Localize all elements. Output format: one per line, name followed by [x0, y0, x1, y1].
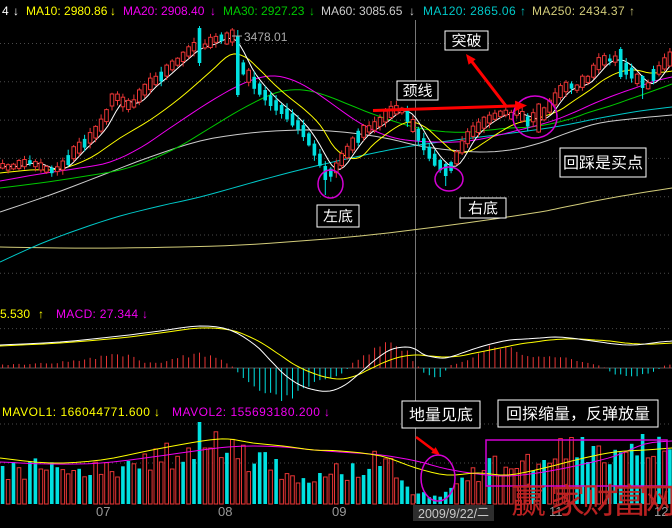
svg-text:5.530: 5.530	[0, 307, 30, 321]
svg-text:MA10: 2980.86: MA10: 2980.86	[26, 4, 108, 18]
svg-text:09: 09	[332, 504, 346, 519]
svg-text:↑: ↑	[38, 307, 44, 321]
svg-text:08: 08	[218, 504, 232, 519]
svg-text:2009/9/22/: 2009/9/22/	[418, 507, 478, 521]
svg-text:MAVOL1: 166044771.600: MAVOL1: 166044771.600	[2, 405, 150, 419]
svg-text:12: 12	[654, 504, 668, 519]
svg-text:MA60: 3085.65: MA60: 3085.65	[321, 4, 403, 18]
svg-text:MAVOL2: 155693180.200: MAVOL2: 155693180.200	[172, 405, 320, 419]
svg-text:↓: ↓	[324, 405, 330, 419]
svg-text:3478.01: 3478.01	[244, 30, 288, 44]
svg-text:MA20: 2908.40: MA20: 2908.40	[123, 4, 205, 18]
svg-text:↓: ↓	[309, 4, 315, 18]
svg-text:07: 07	[96, 504, 110, 519]
svg-text:↑: ↑	[520, 4, 526, 18]
svg-text:↓: ↓	[210, 4, 216, 18]
svg-text:↑: ↑	[629, 4, 635, 18]
svg-text:↓: ↓	[142, 307, 148, 321]
svg-text:MA120: 2865.06: MA120: 2865.06	[423, 4, 516, 18]
svg-text:↓: ↓	[409, 4, 415, 18]
svg-text:MA30: 2927.23: MA30: 2927.23	[223, 4, 305, 18]
svg-text:↓: ↓	[13, 4, 19, 18]
svg-text:↓: ↓	[154, 405, 160, 419]
svg-text:↓: ↓	[110, 4, 116, 18]
svg-text:MA250: 2434.37: MA250: 2434.37	[532, 4, 625, 18]
svg-text:MACD: 27.344: MACD: 27.344	[56, 307, 138, 321]
svg-text:4: 4	[2, 4, 9, 18]
